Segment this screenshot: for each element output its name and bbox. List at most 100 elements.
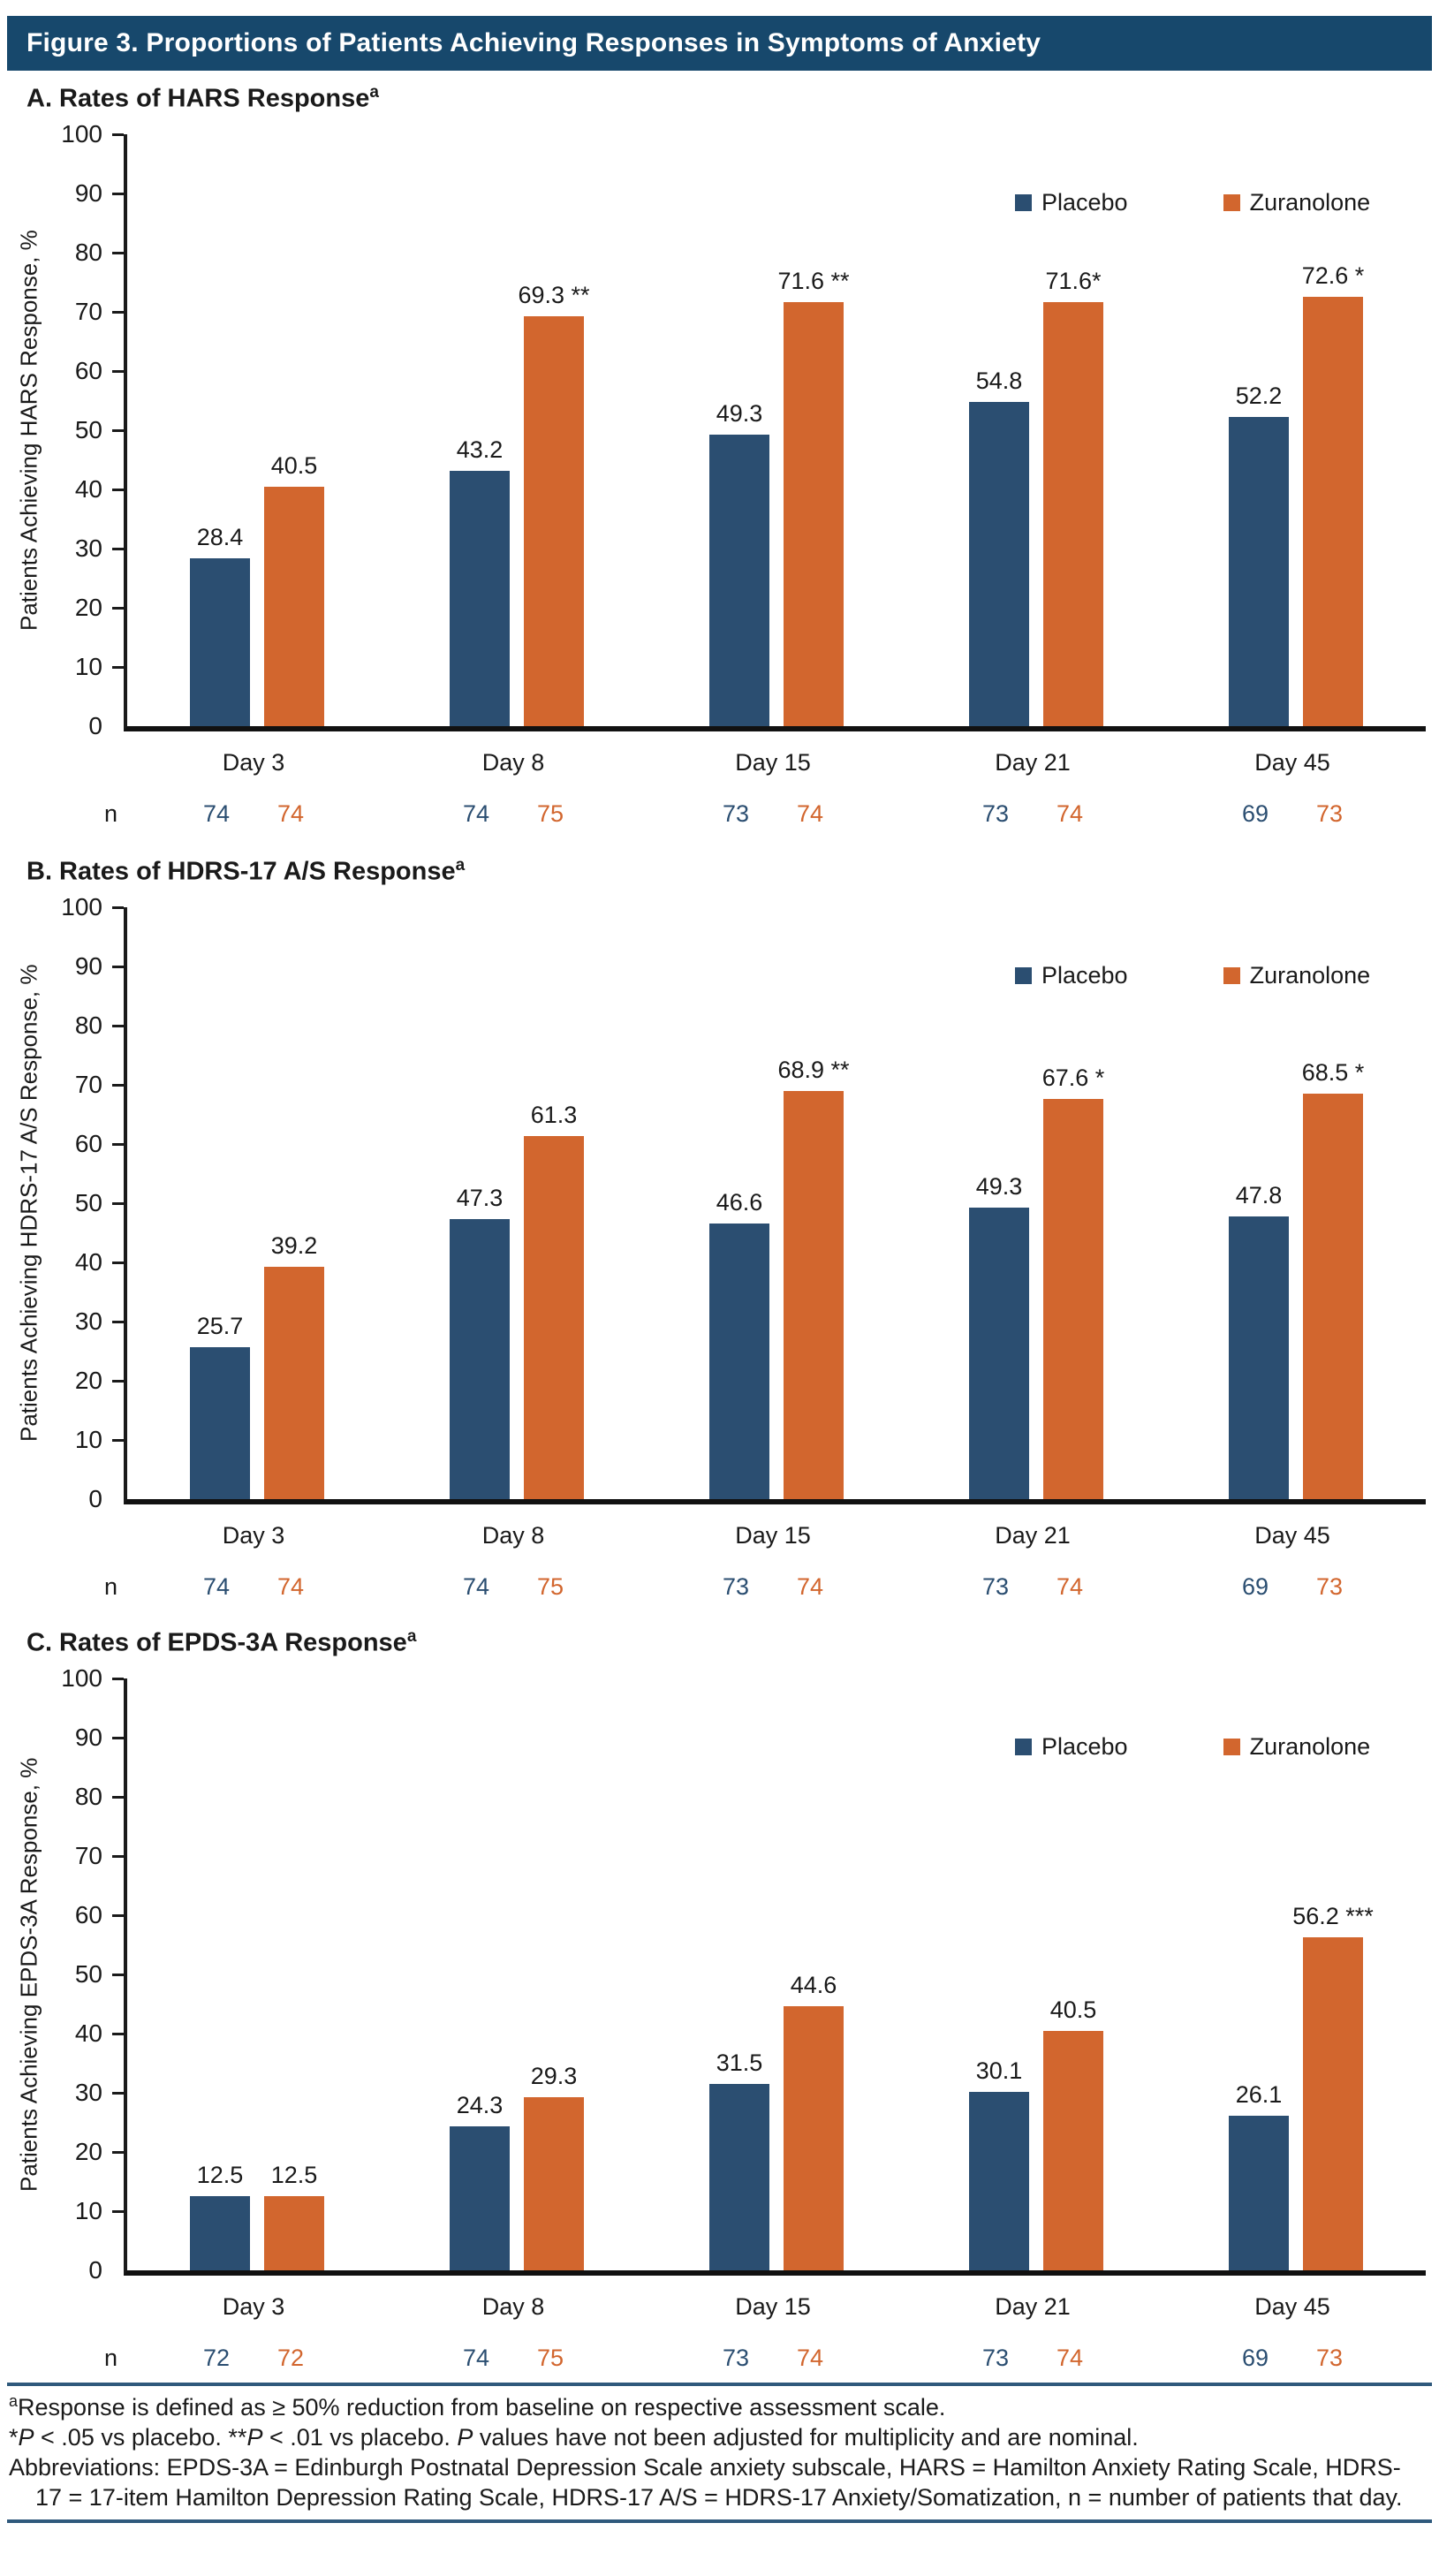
placebo-bar-day-8 xyxy=(450,1219,510,1499)
bar-value-label: 43.2 xyxy=(456,436,504,463)
figure-title-bar: Figure 3. Proportions of Patients Achiev… xyxy=(7,16,1432,71)
n-value-zuranolone: 74 xyxy=(276,800,305,827)
y-tick-label: 60 xyxy=(74,1130,102,1157)
panel-hars: A. Rates of HARS Responsea Patients Achi… xyxy=(0,83,1439,835)
plot-area-epds3a: Placebo Zuranolone 0 10 20 30 40 50 60 70 80 90 10… xyxy=(61,1664,1426,2284)
x-category-label: Day 15 xyxy=(735,2293,811,2320)
n-value-placebo: 69 xyxy=(1241,1573,1269,1600)
zuranolone-swatch-icon xyxy=(1223,194,1240,211)
zuranolone-bar-day-21 xyxy=(1043,302,1103,726)
y-tick xyxy=(112,133,124,136)
bar-value-label: 54.8 xyxy=(975,367,1023,394)
y-tick-label: 50 xyxy=(74,416,102,443)
n-value-zuranolone: 74 xyxy=(796,1573,824,1600)
placebo-bar-day-21 xyxy=(969,401,1029,726)
y-tick-label: 10 xyxy=(74,1426,102,1453)
n-value-placebo: 73 xyxy=(981,2345,1010,2371)
bar-value-label: 40.5 xyxy=(1049,1996,1097,2023)
y-tick xyxy=(112,2209,124,2213)
panel-heading: A. Rates of HARS Responsea xyxy=(27,83,379,114)
y-tick xyxy=(112,428,124,432)
footnotes: aResponse is defined as ≥ 50% reduction … xyxy=(7,2383,1432,2523)
bar-value-label: 39.2 xyxy=(270,1232,318,1260)
y-tick xyxy=(112,488,124,491)
panel-heading-text: B. Rates of HDRS-17 A/S Response xyxy=(27,857,456,886)
n-value-zuranolone: 74 xyxy=(276,1573,305,1600)
y-tick xyxy=(112,1913,124,1917)
bar-value-label: 24.3 xyxy=(456,2092,504,2119)
y-tick xyxy=(112,1320,124,1323)
y-tick xyxy=(112,1854,124,1858)
zuranolone-bar-day-8 xyxy=(524,315,584,726)
y-tick xyxy=(112,1261,124,1264)
y-tick-label: 10 xyxy=(74,653,102,680)
y-tick-label: 30 xyxy=(74,534,102,562)
placebo-bar-day-15 xyxy=(709,434,769,726)
n-value-zuranolone: 75 xyxy=(536,1573,564,1600)
bar-value-label: 68.9 ** xyxy=(777,1057,850,1084)
y-tick-label: 20 xyxy=(74,1367,102,1394)
bar-value-label: 47.3 xyxy=(456,1185,504,1212)
y-tick xyxy=(112,2150,124,2154)
bar-value-label: 47.8 xyxy=(1235,1181,1283,1208)
legend-label-zuranolone: Zuranolone xyxy=(1249,962,1371,989)
zuranolone-bar-day-45 xyxy=(1303,1094,1363,1499)
bar-value-label: 71.6* xyxy=(1045,268,1102,295)
y-tick xyxy=(112,905,124,909)
bar-value-label: 72.6 * xyxy=(1301,261,1365,289)
x-category-label: Day 3 xyxy=(222,749,285,776)
y-tick-label: 60 xyxy=(74,357,102,384)
plot-area-hdrs17as: Placebo Zuranolone 0 10 20 30 40 50 60 70 80 90 10… xyxy=(61,893,1426,1512)
n-value-zuranolone: 74 xyxy=(796,2345,824,2371)
placebo-swatch-icon xyxy=(1015,967,1032,984)
legend-item-placebo: Placebo xyxy=(1015,189,1128,216)
bar-value-label: 69.3 ** xyxy=(518,281,590,308)
y-tick xyxy=(112,1736,124,1739)
panel-heading-superscript: a xyxy=(369,83,379,102)
zuranolone-bar-day-3 xyxy=(264,486,324,726)
n-value-placebo: 72 xyxy=(202,2345,231,2371)
n-value-zuranolone: 72 xyxy=(276,2345,305,2371)
y-tick-label: 70 xyxy=(74,1842,102,1869)
legend: Placebo Zuranolone xyxy=(1015,1733,1370,1761)
legend-label-placebo: Placebo xyxy=(1041,1733,1128,1760)
y-tick xyxy=(112,1024,124,1027)
y-tick xyxy=(112,1201,124,1205)
x-category-label: Day 15 xyxy=(735,1522,811,1549)
n-row: n 72 72 74 75 73 74 73 74 69 73 xyxy=(0,2345,1439,2380)
y-tick-label: 90 xyxy=(74,1724,102,1751)
bar-value-label: 12.5 xyxy=(270,2162,318,2189)
n-value-placebo: 74 xyxy=(462,1573,490,1600)
zuranolone-bar-day-15 xyxy=(784,1091,844,1499)
footnote-abbreviations: Abbreviations: EPDS-3A = Edinburgh Postn… xyxy=(9,2454,1403,2511)
y-tick-label: 40 xyxy=(74,2019,102,2047)
n-value-zuranolone: 74 xyxy=(796,800,824,827)
bar-value-label: 25.7 xyxy=(196,1312,244,1339)
legend-item-zuranolone: Zuranolone xyxy=(1223,189,1370,216)
legend-label-placebo: Placebo xyxy=(1041,189,1128,216)
bar-value-label: 56.2 *** xyxy=(1292,1903,1374,1930)
y-tick-label: 100 xyxy=(61,120,102,148)
n-value-placebo: 69 xyxy=(1241,2345,1269,2371)
x-category-label: Day 45 xyxy=(1254,2293,1330,2320)
n-value-zuranolone: 74 xyxy=(1056,2345,1084,2371)
n-value-placebo: 74 xyxy=(462,2345,490,2371)
placebo-bar-day-45 xyxy=(1229,1216,1289,1499)
y-tick xyxy=(112,2032,124,2035)
panel-heading: B. Rates of HDRS-17 A/S Responsea xyxy=(27,856,465,887)
y-tick xyxy=(112,1379,124,1383)
plot-area-hars: Placebo Zuranolone 0 10 20 30 40 50 60 70 80 90 10… xyxy=(61,120,1426,739)
footnote-pvalues: *P < .05 vs placebo. **P < .01 vs placeb… xyxy=(9,2424,1139,2451)
bar-value-label: 71.6 ** xyxy=(777,268,850,295)
y-tick-label: 0 xyxy=(88,2256,102,2284)
placebo-bar-day-8 xyxy=(450,470,510,726)
x-category-label: Day 8 xyxy=(481,2293,545,2320)
y-tick-label: 40 xyxy=(74,475,102,503)
y-tick xyxy=(112,1677,124,1680)
zuranolone-swatch-icon xyxy=(1223,967,1240,984)
n-value-zuranolone: 73 xyxy=(1315,800,1344,827)
footnote-superscript: a xyxy=(9,2392,19,2410)
y-tick xyxy=(112,965,124,968)
bar-value-label: 29.3 xyxy=(530,2062,578,2089)
placebo-bar-day-8 xyxy=(450,2126,510,2270)
